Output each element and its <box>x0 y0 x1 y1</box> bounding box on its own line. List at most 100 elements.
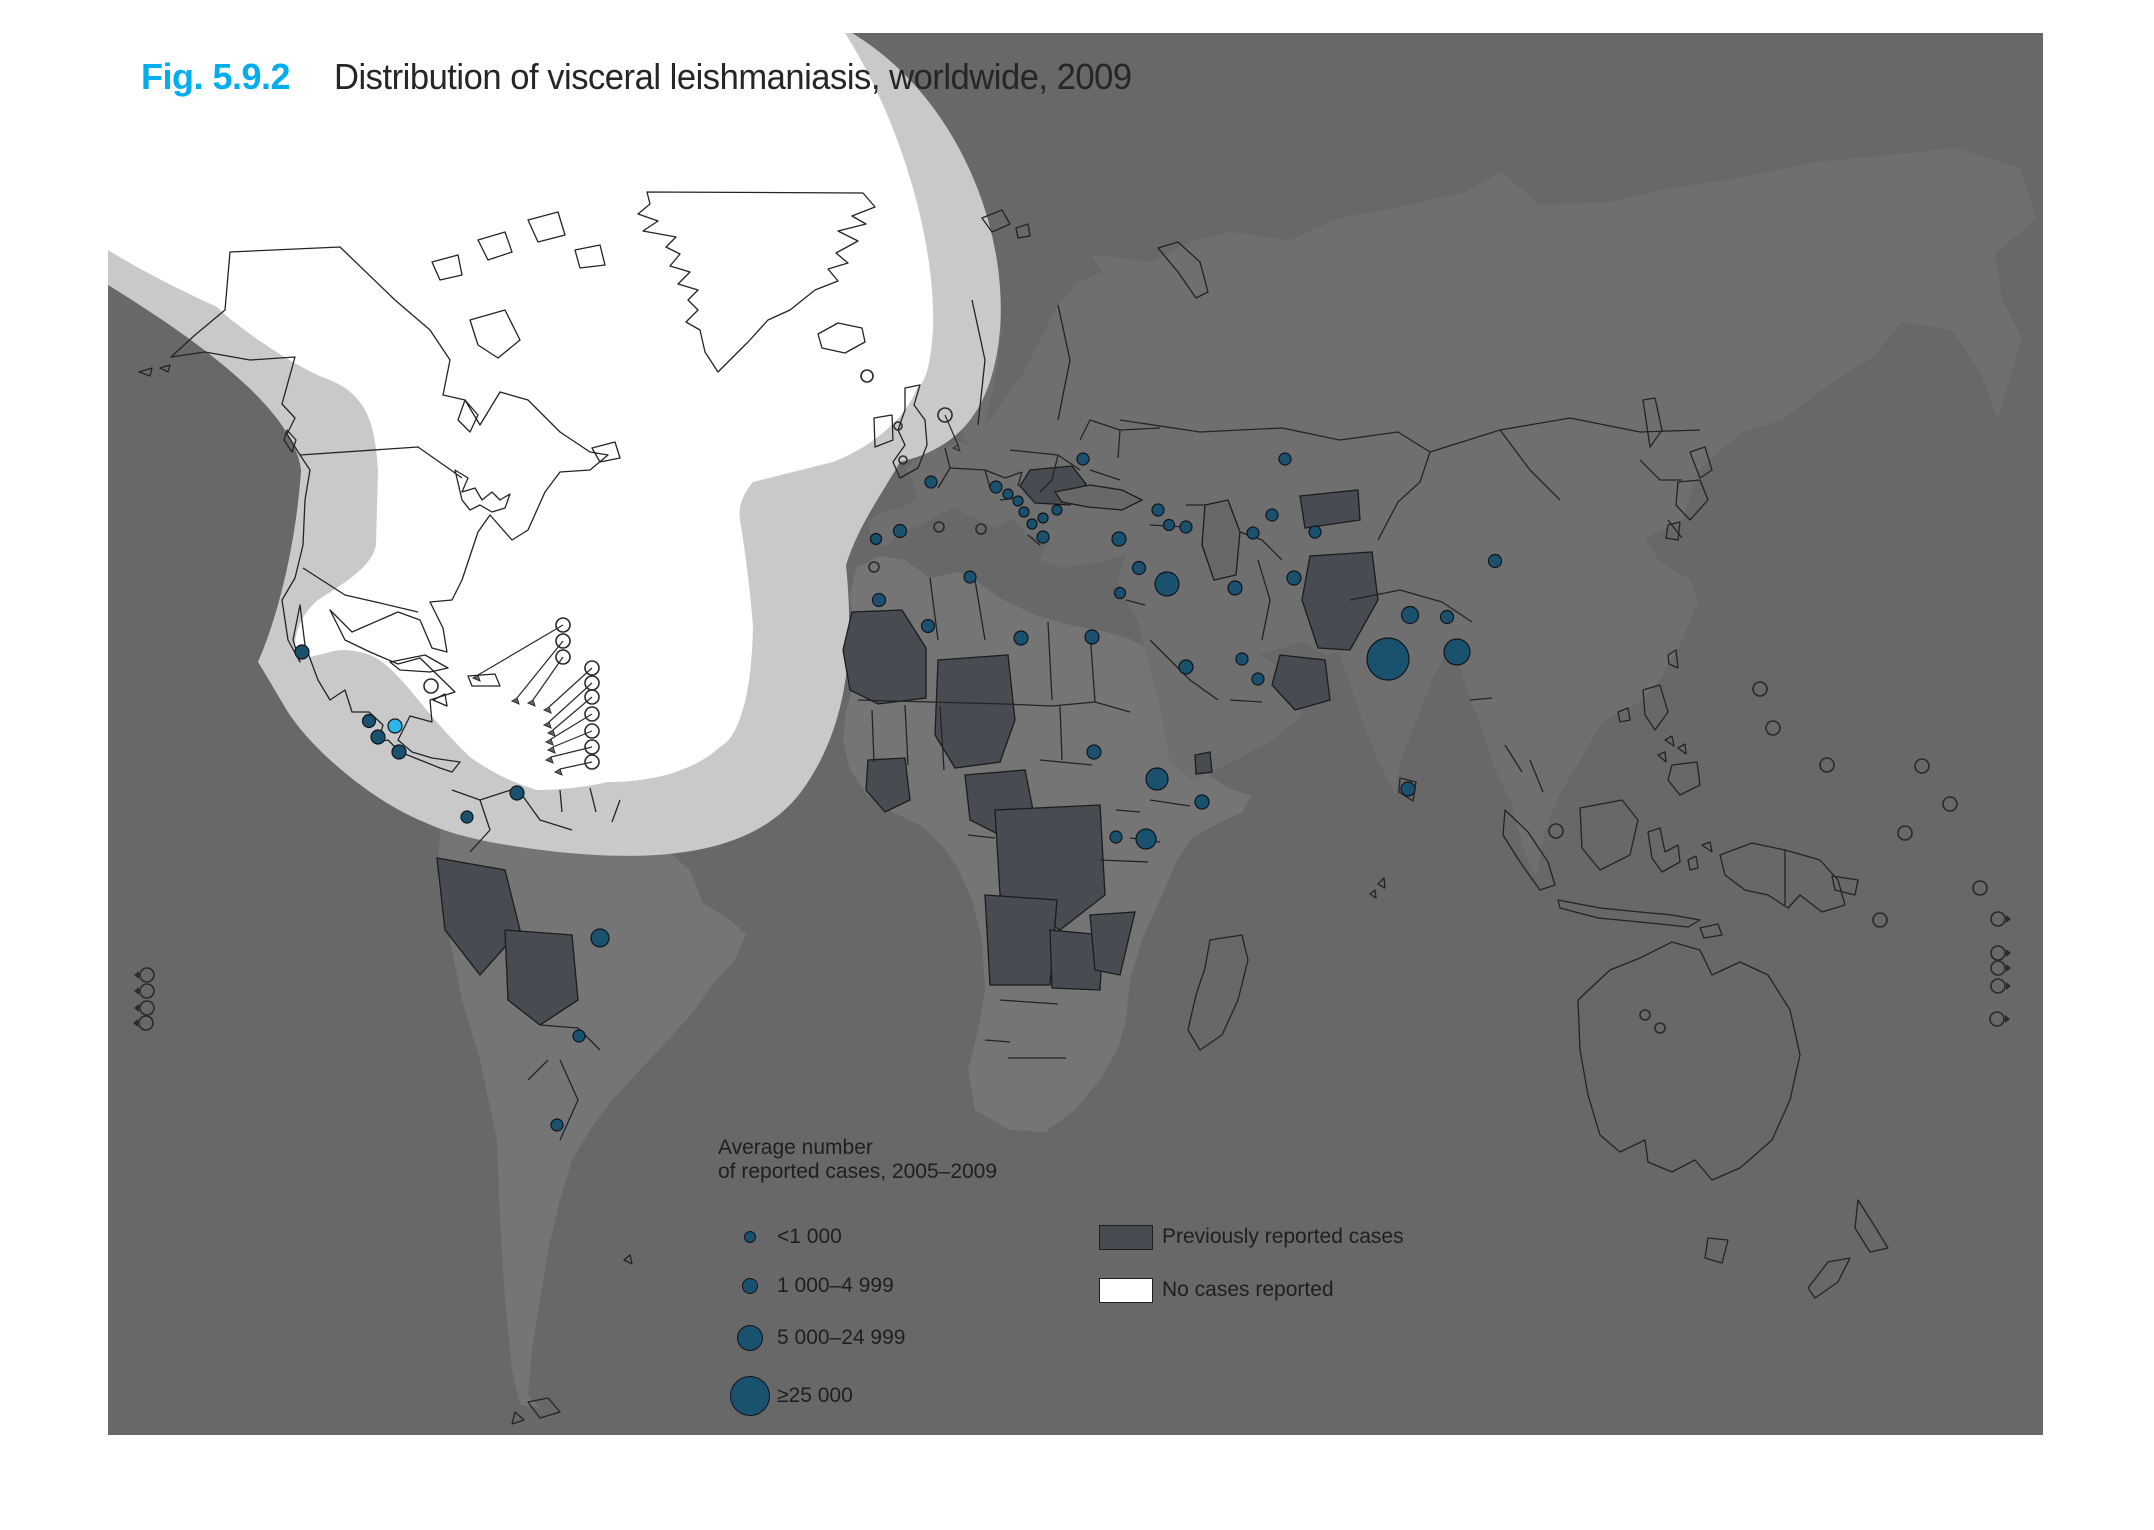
island-circle-antilles-7 <box>584 754 600 770</box>
country-zambia <box>1049 929 1104 991</box>
island-circle-kiribati <box>1972 880 1988 896</box>
island-tick-cook-2 <box>134 987 139 995</box>
island-circle-micronesia-1 <box>1914 758 1930 774</box>
case-marker-uzbekistan <box>1265 508 1279 522</box>
vancouver-island <box>283 429 297 453</box>
case-marker-syria <box>1131 560 1147 576</box>
case-marker-turkey <box>1111 531 1127 547</box>
figure-title: Distribution of visceral leishmaniasis, … <box>334 56 1132 97</box>
legend-size-label-2: 5 000–24 999 <box>777 1326 906 1349</box>
island-circle-palau <box>1819 757 1835 773</box>
case-marker-israel <box>1113 586 1127 600</box>
case-marker-saudi-arabia <box>1178 659 1194 675</box>
island-tick-samoa <box>2006 964 2011 972</box>
case-marker-algeria <box>920 618 936 634</box>
leader-line-antilles-1 <box>548 667 593 708</box>
country-peru <box>436 857 521 977</box>
aleutian-2 <box>159 364 171 373</box>
case-marker-armenia <box>1162 518 1176 532</box>
svalbard <box>981 209 1011 233</box>
case-marker-spain <box>892 523 908 539</box>
case-marker-bulgaria <box>1051 504 1063 516</box>
australia <box>1577 941 1801 1181</box>
case-marker-portugal <box>869 532 883 546</box>
south-america-borders <box>451 787 621 1141</box>
country-mali <box>934 654 1016 769</box>
greenland <box>637 191 876 373</box>
title-row: Fig. 5.9.2 Distribution of visceral leish… <box>141 56 1165 98</box>
arctic-island-1 <box>431 254 463 281</box>
island-circle-uk-isle-2 <box>898 455 908 465</box>
case-marker-france <box>924 475 938 489</box>
svalbard-2 <box>1015 223 1031 239</box>
tasmania <box>1704 1237 1729 1264</box>
country-mozambique <box>1089 911 1136 976</box>
islet-bahama-3 <box>526 699 536 707</box>
great-britain <box>892 384 928 479</box>
case-marker-iraq <box>1154 571 1180 597</box>
us-mexico-border <box>302 567 419 613</box>
country-djibouti <box>1194 751 1213 775</box>
sri-lanka <box>1398 777 1417 802</box>
sakhalin <box>1642 397 1663 448</box>
iceland <box>817 322 866 354</box>
island-circle-antilles-6 <box>584 739 600 755</box>
island-circle-antilles-4 <box>584 706 600 722</box>
island-circle-samoa <box>1990 960 2006 976</box>
case-marker-sudan-ethiopia <box>1145 767 1169 791</box>
islet-antilles-3 <box>546 729 556 737</box>
arctic-island-2 <box>477 231 513 261</box>
borneo <box>1579 799 1639 871</box>
island-circle-cook-3 <box>139 1000 155 1016</box>
island-circle-faroe <box>860 369 874 383</box>
case-marker-kenya <box>1135 828 1157 850</box>
island-tick-tonga <box>2005 1015 2010 1023</box>
islet-antilles-4 <box>544 738 554 746</box>
leader-line-antilles-7 <box>559 761 593 770</box>
islet-antilles-5 <box>546 746 556 754</box>
case-marker-paraguay <box>572 1029 586 1043</box>
case-marker-sudan-west <box>1086 744 1102 760</box>
legend-swatch-0 <box>1099 1225 1153 1250</box>
island-circle-bahama-3 <box>555 649 571 665</box>
island-circle-antilles-5 <box>584 723 600 739</box>
leader-line-antilles-4 <box>550 713 593 740</box>
cuba <box>389 654 449 673</box>
island-circle-cook-1 <box>139 967 155 983</box>
case-marker-croatia <box>1012 495 1024 507</box>
legend-area-label-0: Previously reported cases <box>1162 1225 1404 1248</box>
falkland-ticks <box>623 1254 633 1265</box>
case-marker-montenegro <box>1026 518 1038 530</box>
case-marker-oman <box>1251 672 1265 686</box>
country-oman <box>1271 654 1331 711</box>
black-sea <box>1053 484 1144 511</box>
case-marker-honduras-nicaragua <box>391 744 407 760</box>
maldives-ticks <box>1369 877 1386 899</box>
case-marker-serbia <box>1037 512 1049 524</box>
islet-antilles-2 <box>542 721 552 729</box>
caspian-sea <box>1201 499 1241 581</box>
coastlines-and-borders <box>138 191 1889 1425</box>
case-marker-mexico <box>294 644 310 660</box>
legend-dot-1 <box>742 1278 758 1294</box>
island-circle-tuvalu <box>1990 911 2006 927</box>
leader-lines <box>471 414 961 776</box>
legend-heading: Average number of reported cases, 2005–2… <box>718 1136 997 1184</box>
java-chain <box>1557 899 1701 928</box>
no-cases-region <box>108 33 934 790</box>
case-marker-tunisia <box>963 570 977 584</box>
island-circle-solomon <box>1872 912 1888 928</box>
islet-antilles-7 <box>553 768 563 776</box>
case-marker-azerbaijan <box>1179 520 1193 534</box>
eurasia-fill <box>868 148 2036 878</box>
country-cote-divoire <box>865 757 911 813</box>
moluccas <box>1687 841 1713 871</box>
island-circle-reunion <box>1654 1022 1666 1034</box>
case-marker-brazil <box>590 928 610 948</box>
case-markers <box>294 452 1503 1132</box>
case-marker-afghanistan <box>1286 570 1302 586</box>
us-canada-border <box>299 446 463 479</box>
leader-line-antilles-3 <box>552 696 593 731</box>
country-tajikistan <box>1299 489 1361 529</box>
island-tick-wallis <box>2006 949 2011 957</box>
